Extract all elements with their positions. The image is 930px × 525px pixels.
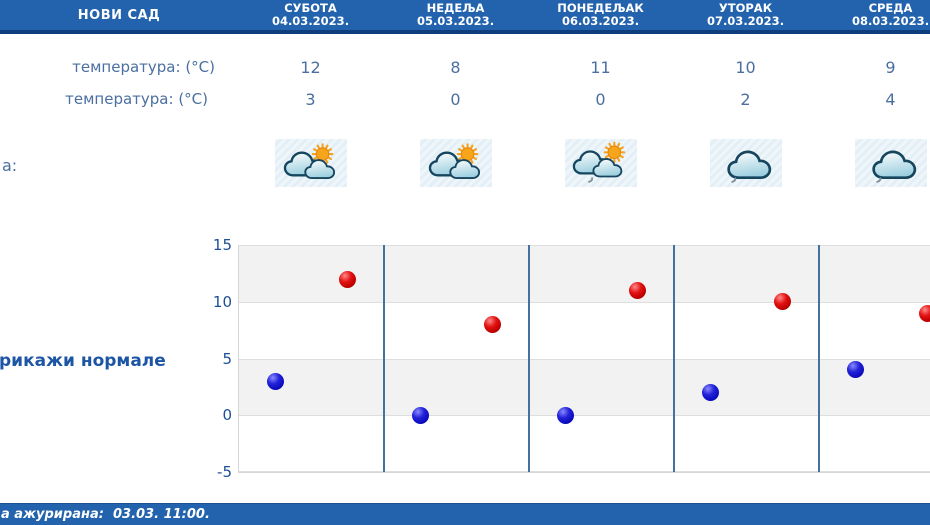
min-temperature-value: 4 (885, 90, 896, 109)
y-axis-tick-label: 15 (212, 236, 232, 254)
chart-gridline (239, 301, 930, 303)
cloud-drizzle-icon (726, 150, 771, 183)
min-temp-point (846, 361, 864, 379)
day-name: ПОНЕДЕЉАК (557, 1, 644, 15)
min-temperature-value: 2 (740, 90, 751, 109)
weather-icon-cell (818, 139, 930, 187)
cloud-sun-icon (283, 143, 335, 179)
chart-gridline (239, 415, 930, 417)
min-temperature-value: 0 (450, 90, 461, 109)
weather-icon-cell (673, 139, 818, 187)
forecast-table-header: НОВИ САД СУБОТА 04.03.2023. НЕДЕЉА 05.03.20… (0, 0, 930, 30)
day-separator-line (383, 245, 385, 472)
max-temperature-value: 10 (735, 58, 756, 77)
y-axis-tick-label: 10 (212, 292, 232, 311)
chart-band (239, 358, 930, 416)
max-temperature-value: 9 (885, 58, 896, 77)
forecast-updated-text: а ажурирана: 03.03. 11:00. (1, 507, 210, 522)
day-name: СРЕДА (868, 1, 913, 15)
max-temp-point (338, 270, 356, 288)
max-temperature-label: температура: (°C) (72, 58, 215, 76)
weather-icon-row (0, 139, 930, 187)
max-temperature-row: температура: (°C) 12 8 11 10 9 (0, 54, 930, 82)
max-temp-point (483, 315, 501, 333)
weather-icon-cell (383, 139, 528, 187)
day-date: 06.03.2023. (561, 14, 640, 28)
y-axis-tick-label: -5 (217, 463, 232, 481)
weather-icon-tile (564, 139, 637, 187)
chart-gridline (239, 471, 930, 472)
day-date: 04.03.2023. (271, 14, 350, 28)
day-name: УТОРАК (718, 1, 773, 15)
location-title: НОВИ САД (77, 7, 161, 23)
y-axis-tick-label: 0 (222, 406, 232, 425)
weather-row-spacer (0, 139, 238, 187)
header-divider (0, 30, 930, 34)
max-temperature-value: 12 (300, 58, 321, 77)
min-temperature-value: 0 (595, 90, 606, 109)
day-date: 08.03.2023. (851, 14, 930, 28)
min-temp-point (556, 406, 574, 424)
day-name: НЕДЕЉА (426, 1, 485, 15)
min-temperature-label-cell: температура: (°C) (0, 86, 238, 114)
chart-gridline (239, 245, 930, 246)
day-column-header: НЕДЕЉА 05.03.2023. (383, 0, 528, 30)
min-temp-point (266, 372, 284, 390)
weather-icon-tile (709, 139, 782, 187)
weather-icon-cell (528, 139, 673, 187)
cloud-sun-icon (428, 143, 480, 179)
day-date: 05.03.2023. (416, 14, 495, 28)
day-date: 07.03.2023. (706, 14, 785, 28)
max-temp-point (773, 293, 791, 311)
max-temperature-value: 8 (450, 58, 461, 77)
weather-icon-cell (238, 139, 383, 187)
cloud-sun-drizzle-icon (572, 141, 625, 183)
max-temp-point (918, 304, 930, 322)
y-axis-tick-label: 5 (222, 349, 232, 368)
day-separator-line (818, 245, 820, 472)
min-temperature-label: температура: (°C) (65, 90, 208, 108)
day-column-header: СУБОТА 04.03.2023. (238, 0, 383, 30)
day-column-header: УТОРАК 07.03.2023. (673, 0, 818, 30)
cloud-drizzle-icon (871, 150, 916, 183)
day-name: СУБОТА (284, 1, 337, 15)
min-temp-point (701, 384, 719, 402)
day-separator-line (673, 245, 675, 472)
day-column-header: СРЕДА 08.03.2023. (818, 0, 930, 30)
max-temperature-value: 11 (590, 58, 611, 77)
min-temperature-row: температура: (°C) 3 0 0 2 4 (0, 86, 930, 114)
show-normals-link[interactable]: рикажи нормале (0, 351, 166, 371)
max-temperature-label-cell: температура: (°C) (0, 54, 238, 82)
weather-icon-tile (274, 139, 347, 187)
chart-gridline (239, 358, 930, 360)
max-temp-point (628, 281, 646, 299)
min-temp-point (411, 406, 429, 424)
day-separator-line (528, 245, 530, 472)
weather-row-label: а: (2, 156, 18, 175)
weather-icon-tile (854, 139, 927, 187)
temperature-scatter-chart (238, 245, 930, 473)
min-temperature-value: 3 (305, 90, 316, 109)
day-column-header: ПОНЕДЕЉАК 06.03.2023. (528, 0, 673, 30)
footer-bar: а ажурирана: 03.03. 11:00. (0, 503, 930, 525)
weather-icon-tile (419, 139, 492, 187)
